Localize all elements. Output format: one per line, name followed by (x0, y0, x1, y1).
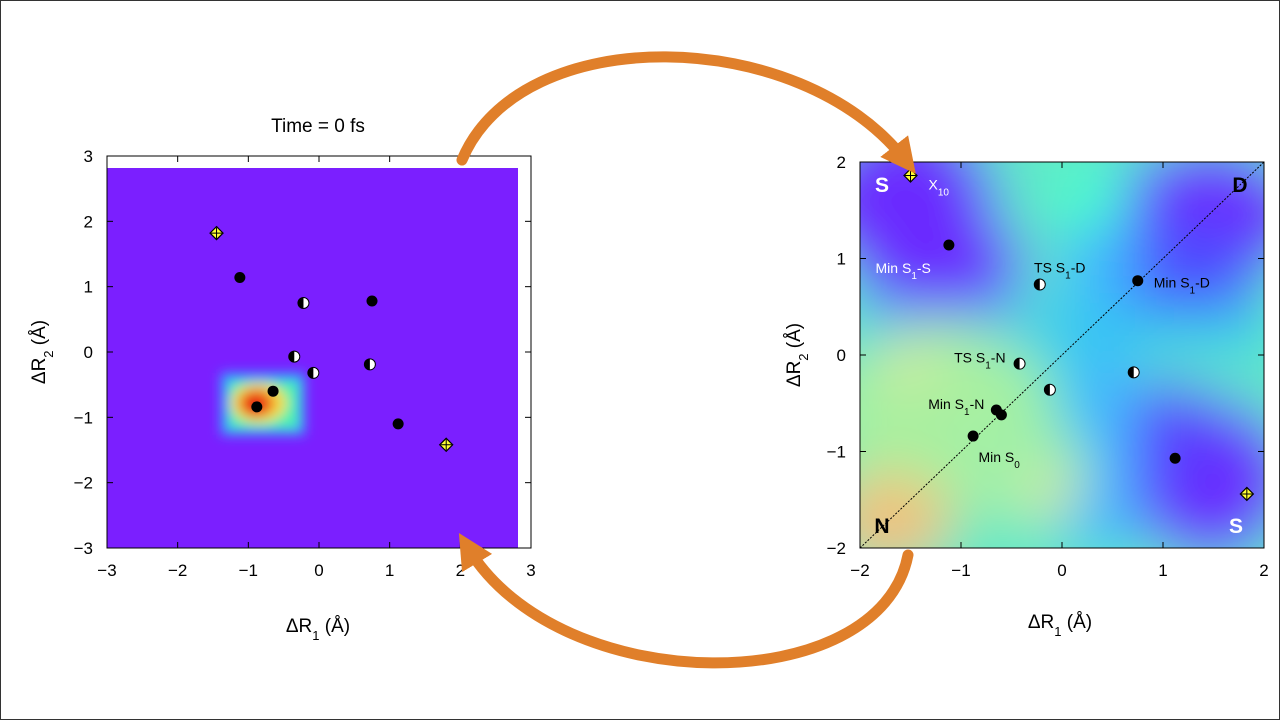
corner-label-bottom-right: S (1229, 515, 1243, 538)
minimum-point (1169, 452, 1181, 464)
y-axis-label: ΔR2 (Å) (29, 320, 56, 384)
y-tick-label: −1 (827, 443, 846, 462)
cycle-arrows (456, 51, 916, 669)
transition-state-point (288, 350, 301, 363)
x-tick-label: −1 (239, 561, 258, 580)
x-tick-label: −2 (168, 561, 187, 580)
minimum-point (234, 272, 246, 284)
x-tick-label: −1 (951, 561, 970, 580)
x-tick-label: 1 (1158, 561, 1167, 580)
x-tick-label: 1 (385, 561, 394, 580)
y-tick-label: 1 (84, 278, 93, 297)
chart-title: Time = 0 fs (271, 116, 365, 137)
x-tick-label: −2 (850, 561, 869, 580)
transition-state-point (307, 366, 320, 379)
transition-state-point (297, 297, 310, 309)
corner-label-top-left: S (875, 174, 889, 197)
minimum-point (995, 409, 1007, 421)
corner-label-bottom-left: N (874, 515, 889, 538)
transition-state-point (1127, 366, 1140, 379)
y-tick-label: −2 (74, 474, 93, 493)
y-tick-label: 2 (84, 212, 93, 231)
y-tick-label: −2 (827, 539, 846, 558)
transition-state-point (1033, 278, 1046, 291)
crossing-point (438, 437, 454, 453)
minimum-point (267, 385, 279, 397)
y-tick-label: 2 (837, 153, 846, 172)
corner-labels: S D N S (874, 174, 1247, 538)
x-tick-label: 3 (526, 561, 535, 580)
minimum-point (251, 401, 263, 413)
y-tick-label: 3 (84, 147, 93, 166)
y-axis-label: ΔR2 (Å) (784, 323, 811, 387)
x-tick-label: 2 (1259, 561, 1268, 580)
crossing-point (209, 225, 224, 241)
y-tick-label: −3 (74, 539, 93, 558)
minimum-point (967, 430, 979, 442)
stationary-points (209, 225, 454, 453)
y-tick-label: 1 (837, 250, 846, 269)
diagonal-line (860, 162, 1264, 548)
stationary-points (903, 168, 1255, 502)
y-tick-label: 0 (837, 346, 846, 365)
x-tick-label: −3 (97, 561, 116, 580)
y-tick-label: 0 (84, 343, 93, 362)
crossing-point (1239, 486, 1255, 502)
transition-state-point (1043, 383, 1056, 396)
x-tick-label: 0 (1057, 561, 1066, 580)
transition-state-point (1013, 357, 1026, 370)
x-tick-label: 0 (314, 561, 323, 580)
corner-label-top-right: D (1232, 174, 1247, 197)
heatmap-background (107, 168, 518, 548)
transition-state-point (363, 358, 376, 371)
x-axis-label: ΔR1 (Å) (1028, 612, 1092, 639)
x-tick-label: 2 (456, 561, 465, 580)
minimum-point (366, 295, 378, 307)
left-chart: Time = 0 fs −3 −2 −1 0 1 2 3 −3 −2 −1 0 1 2 3 ΔR1 (Å)… (29, 116, 536, 643)
minimum-point (392, 418, 404, 430)
axis-ticks: −2 −1 0 1 2 −2 −1 0 1 2 (827, 153, 1269, 580)
x-axis-label: ΔR1 (Å) (286, 616, 350, 643)
minimum-point (943, 239, 955, 251)
arrow-bottom (458, 532, 914, 669)
wavepacket-density (220, 372, 305, 435)
y-tick-label: −1 (74, 408, 93, 427)
minimum-point (1132, 275, 1144, 287)
arrow-top (456, 51, 916, 174)
